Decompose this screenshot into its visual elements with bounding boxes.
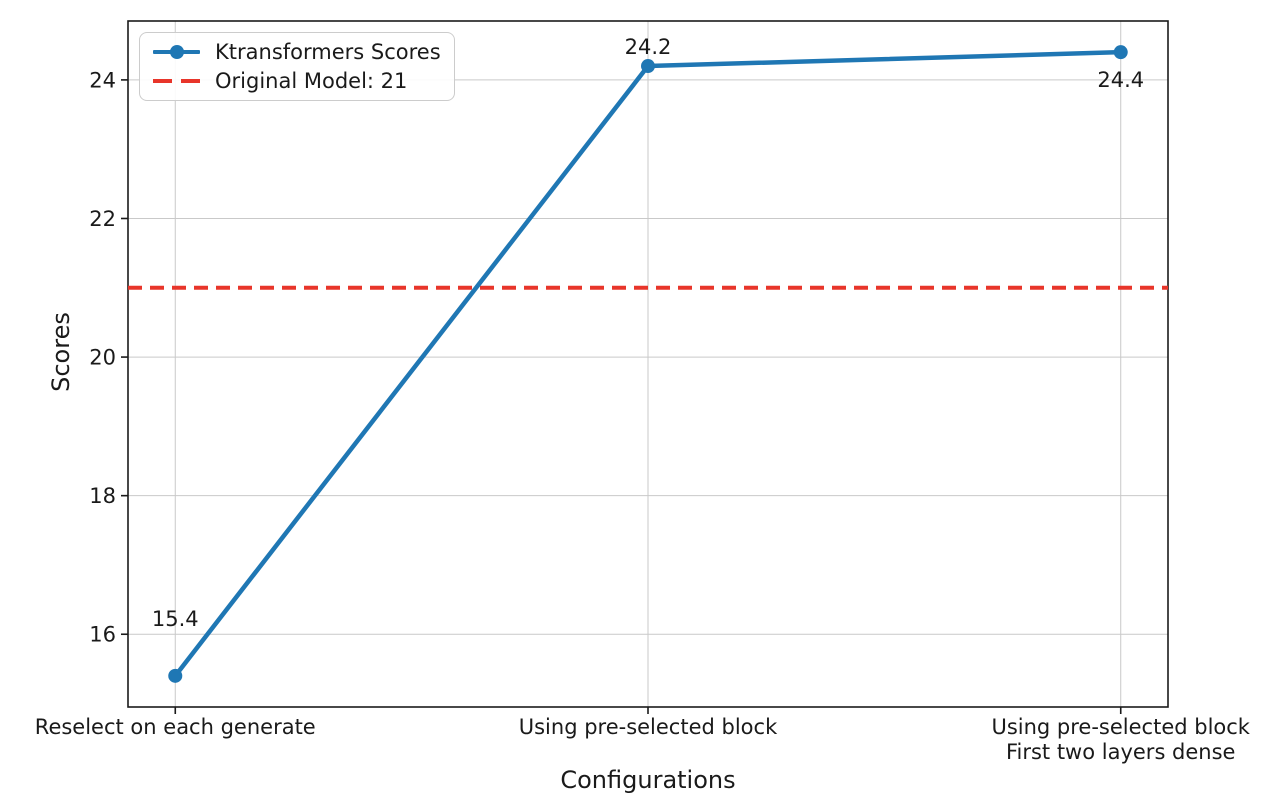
y-tick-label: 18 bbox=[89, 484, 116, 508]
legend-dash-sample-icon bbox=[153, 79, 200, 83]
legend-label-series: Ktransformers Scores bbox=[215, 39, 441, 64]
data-point-marker bbox=[641, 59, 655, 74]
legend-marker-dot-icon bbox=[169, 45, 184, 59]
data-point-label: 24.4 bbox=[1097, 68, 1144, 92]
x-tick-label: Using pre-selected block First two layers… bbox=[991, 715, 1250, 764]
y-tick-label: 22 bbox=[89, 207, 116, 231]
legend-line-marker-sample bbox=[153, 45, 200, 59]
x-tick-label: Reselect on each generate bbox=[35, 715, 316, 739]
legend-item-series: Ktransformers Scores bbox=[153, 38, 441, 66]
y-axis-label: Scores bbox=[47, 312, 75, 392]
y-tick-label: 24 bbox=[89, 68, 116, 92]
data-point-label: 15.4 bbox=[152, 607, 199, 631]
data-point-label: 24.2 bbox=[625, 35, 672, 59]
y-tick-label: 16 bbox=[89, 623, 116, 647]
x-tick-label: Using pre-selected block bbox=[519, 715, 778, 739]
legend-label-reference: Original Model: 21 bbox=[215, 68, 408, 93]
legend-item-reference: Original Model: 21 bbox=[153, 67, 441, 95]
y-tick-label: 20 bbox=[89, 346, 116, 370]
data-point-marker bbox=[168, 668, 183, 683]
data-point-marker bbox=[1113, 45, 1128, 60]
legend: Ktransformers Scores Original Model: 21 bbox=[139, 32, 455, 101]
x-axis-label: Configurations bbox=[560, 766, 736, 794]
